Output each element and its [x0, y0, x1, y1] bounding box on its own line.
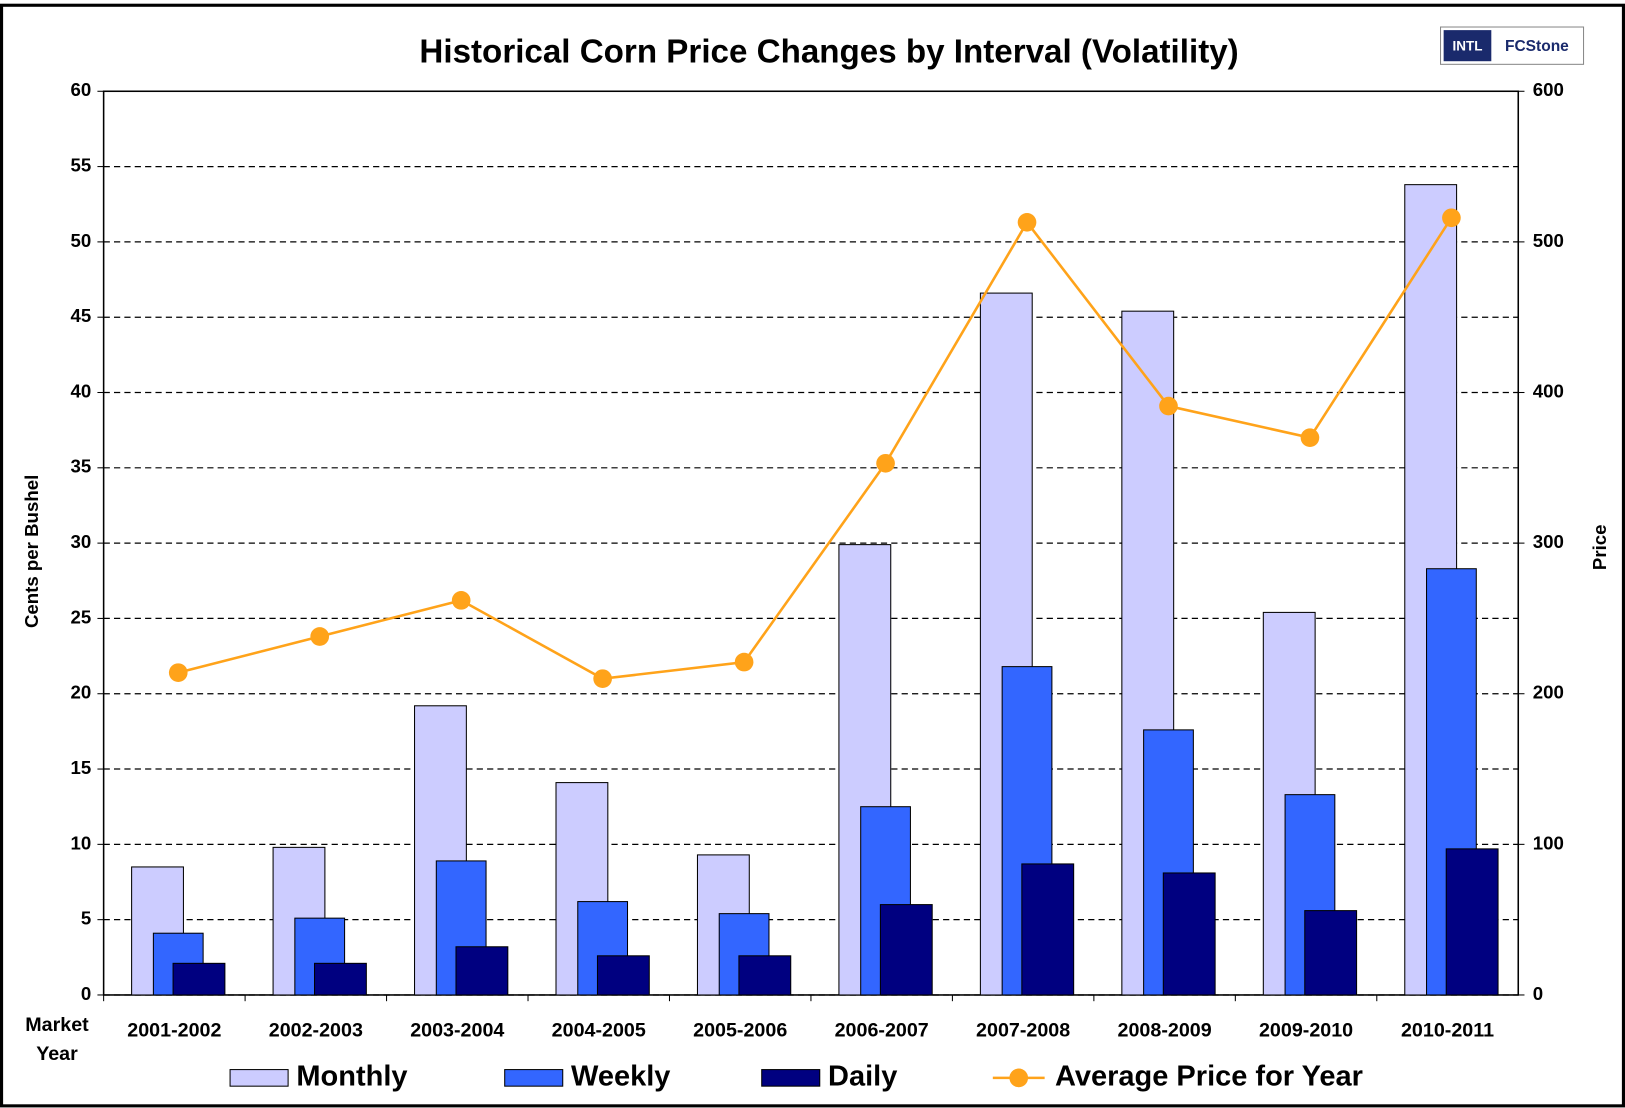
- logo-text: INTL: [1453, 38, 1483, 53]
- y-tick-label: 45: [70, 305, 91, 326]
- bar: [172, 962, 226, 996]
- legend-swatch: [229, 1069, 289, 1087]
- legend-label: Average Price for Year: [1055, 1061, 1363, 1093]
- price-point: [876, 453, 895, 473]
- y2-tick-label: 100: [1533, 832, 1564, 853]
- bar: [596, 955, 650, 996]
- y2-tick-label: 600: [1533, 79, 1564, 100]
- bar: [1445, 848, 1499, 996]
- y2-axis-label: Price: [1589, 524, 1610, 570]
- x-tick-label: 2009-2010: [1259, 1019, 1353, 1041]
- legend-label: Weekly: [571, 1061, 670, 1093]
- y-tick-label: 55: [70, 154, 91, 175]
- x-tick-label: 2005-2006: [693, 1019, 787, 1041]
- legend-swatch: [504, 1069, 564, 1087]
- y-tick-label: 60: [70, 79, 91, 100]
- price-point: [168, 663, 188, 682]
- x-tick-label: 2008-2009: [1118, 1019, 1212, 1041]
- x-tick-label: 2006-2007: [835, 1019, 929, 1041]
- x-tick-label: 2007-2008: [976, 1019, 1070, 1041]
- y2-tick-label: 500: [1533, 230, 1564, 251]
- y-axis-label: Cents per Bushel: [21, 475, 42, 628]
- y-tick-label: 20: [70, 682, 91, 703]
- price-point: [451, 591, 471, 610]
- legend-swatch: [761, 1069, 821, 1087]
- bar: [1162, 872, 1216, 996]
- y-tick-label: 10: [70, 832, 91, 853]
- y2-tick-label: 400: [1533, 380, 1564, 401]
- y-tick-label: 50: [70, 230, 91, 251]
- x-tick-label: 2004-2005: [552, 1019, 646, 1041]
- bar: [314, 962, 367, 996]
- price-point: [310, 627, 330, 646]
- price-point: [593, 669, 612, 689]
- y-tick-label: 25: [70, 606, 91, 627]
- y-tick-label: 40: [70, 380, 91, 401]
- bar: [738, 955, 792, 996]
- y2-tick-label: 0: [1533, 983, 1543, 1004]
- x-axis-label: Market Year: [25, 1014, 89, 1065]
- x-tick-label: 2010-2011: [1401, 1019, 1494, 1041]
- x-tick-label: 2001-2002: [127, 1019, 221, 1041]
- price-point: [734, 652, 754, 672]
- y-tick-label: 0: [81, 983, 91, 1004]
- x-tick-label: 2002-2003: [269, 1019, 363, 1041]
- y-tick-label: 15: [70, 757, 91, 778]
- frame: [0, 3, 1625, 1108]
- bar: [1021, 863, 1075, 996]
- bar: [1304, 910, 1358, 996]
- y-tick-label: 5: [81, 908, 91, 929]
- y2-tick-label: 300: [1533, 531, 1564, 552]
- chart-title: Historical Corn Price Changes by Interva…: [419, 34, 1238, 71]
- legend-label: Monthly: [296, 1061, 407, 1093]
- x-tick-label: 2003-2004: [410, 1019, 504, 1041]
- price-point: [1442, 208, 1461, 228]
- price-point: [1300, 428, 1320, 448]
- legend-label: Daily: [828, 1061, 897, 1093]
- price-line: [177, 217, 1453, 681]
- y-tick-label: 35: [70, 456, 91, 477]
- logo-text: FCStone: [1505, 38, 1569, 55]
- bar: [879, 904, 933, 996]
- price-point: [1159, 396, 1178, 416]
- y-tick-label: 30: [70, 531, 91, 552]
- logo-mark: [1443, 30, 1492, 62]
- price-point: [1017, 212, 1037, 232]
- bar: [455, 946, 509, 996]
- legend-swatch: [1009, 1068, 1029, 1088]
- y2-tick-label: 200: [1533, 682, 1564, 703]
